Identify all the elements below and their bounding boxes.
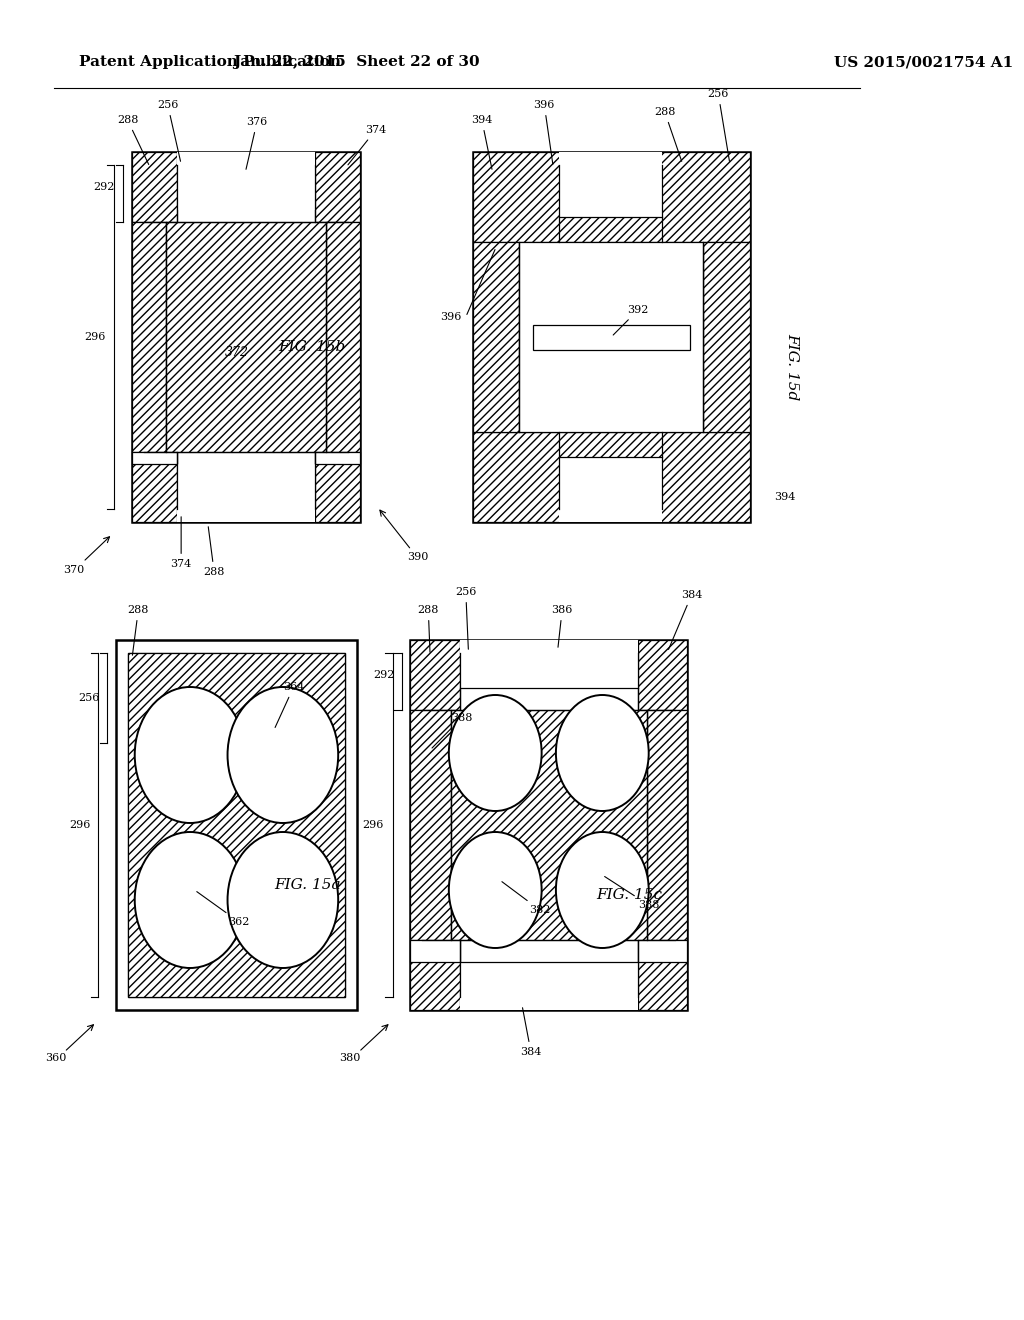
Bar (143, 165, 348, 510)
Ellipse shape (556, 832, 649, 948)
Bar (559, 152, 663, 216)
Text: 370: 370 (63, 565, 85, 576)
Bar (315, 451, 359, 521)
Bar (532, 325, 690, 350)
Text: 390: 390 (407, 552, 428, 562)
Text: 384: 384 (669, 590, 702, 649)
Bar (647, 710, 687, 940)
Text: 364: 364 (275, 682, 304, 727)
Bar (638, 640, 687, 710)
Ellipse shape (227, 686, 338, 822)
Bar (132, 451, 177, 521)
Text: 288: 288 (128, 605, 150, 655)
Text: US 2015/0021754 A1: US 2015/0021754 A1 (835, 55, 1014, 69)
Text: 288: 288 (204, 527, 225, 577)
Bar (473, 242, 519, 432)
Text: 376: 376 (246, 117, 267, 169)
Text: 292: 292 (93, 182, 115, 191)
Bar (460, 962, 638, 1010)
Ellipse shape (135, 686, 246, 822)
Text: Jan. 22, 2015  Sheet 22 of 30: Jan. 22, 2015 Sheet 22 of 30 (233, 55, 480, 69)
Bar (315, 152, 359, 222)
Text: 382: 382 (502, 882, 551, 915)
Bar (411, 640, 687, 1010)
Bar (638, 940, 687, 1010)
Bar (166, 222, 326, 451)
Text: 256: 256 (455, 587, 476, 649)
Bar (460, 640, 638, 688)
Ellipse shape (227, 832, 338, 968)
Bar (451, 710, 647, 940)
Bar (422, 653, 676, 997)
Bar (703, 242, 750, 432)
Bar (559, 457, 663, 521)
Text: 388: 388 (432, 713, 472, 748)
Text: 374: 374 (348, 125, 386, 165)
Bar (473, 432, 750, 521)
Text: FIG. 15a: FIG. 15a (274, 878, 341, 892)
Bar (132, 451, 177, 465)
Text: 394: 394 (774, 492, 796, 502)
Bar (315, 451, 359, 465)
Text: 392: 392 (613, 305, 648, 335)
Text: 256: 256 (708, 88, 729, 161)
Text: 256: 256 (79, 693, 100, 704)
Bar (132, 152, 359, 521)
Bar (519, 242, 703, 432)
Text: 296: 296 (362, 820, 384, 830)
Text: 396: 396 (440, 312, 461, 322)
Text: FIG. 15c: FIG. 15c (596, 888, 663, 902)
Text: FIG. 15b: FIG. 15b (279, 341, 346, 354)
Text: 288: 288 (654, 107, 682, 161)
Text: 384: 384 (520, 1007, 542, 1057)
Bar (128, 653, 345, 997)
Bar (411, 640, 460, 710)
Bar (326, 222, 359, 451)
Text: 292: 292 (373, 671, 394, 680)
Text: 296: 296 (84, 333, 105, 342)
Text: 394: 394 (471, 115, 493, 169)
Bar (411, 940, 460, 962)
Bar (116, 640, 357, 1010)
Text: 396: 396 (534, 100, 555, 164)
Ellipse shape (449, 832, 542, 948)
Text: 288: 288 (117, 115, 148, 165)
Ellipse shape (135, 832, 246, 968)
Bar (638, 940, 687, 962)
Text: 296: 296 (70, 820, 91, 830)
Bar (484, 165, 738, 510)
Bar (128, 653, 345, 997)
Bar (177, 465, 315, 521)
Bar (473, 152, 750, 242)
Text: 256: 256 (157, 100, 180, 161)
Bar (411, 940, 460, 1010)
Text: 360: 360 (45, 1053, 66, 1063)
Ellipse shape (556, 696, 649, 810)
Bar (132, 152, 177, 222)
Text: Patent Application Publication: Patent Application Publication (79, 55, 341, 69)
Text: 380: 380 (339, 1053, 360, 1063)
Bar (132, 222, 166, 451)
Text: 372: 372 (224, 346, 249, 359)
Text: 374: 374 (171, 516, 191, 569)
Bar (473, 152, 750, 521)
Text: FIG. 15d: FIG. 15d (785, 334, 800, 401)
Bar (177, 152, 315, 210)
Text: 362: 362 (197, 891, 250, 927)
Text: 388: 388 (604, 876, 659, 909)
Text: 288: 288 (418, 605, 439, 652)
Bar (411, 710, 451, 940)
Text: 386: 386 (552, 605, 572, 647)
Ellipse shape (449, 696, 542, 810)
